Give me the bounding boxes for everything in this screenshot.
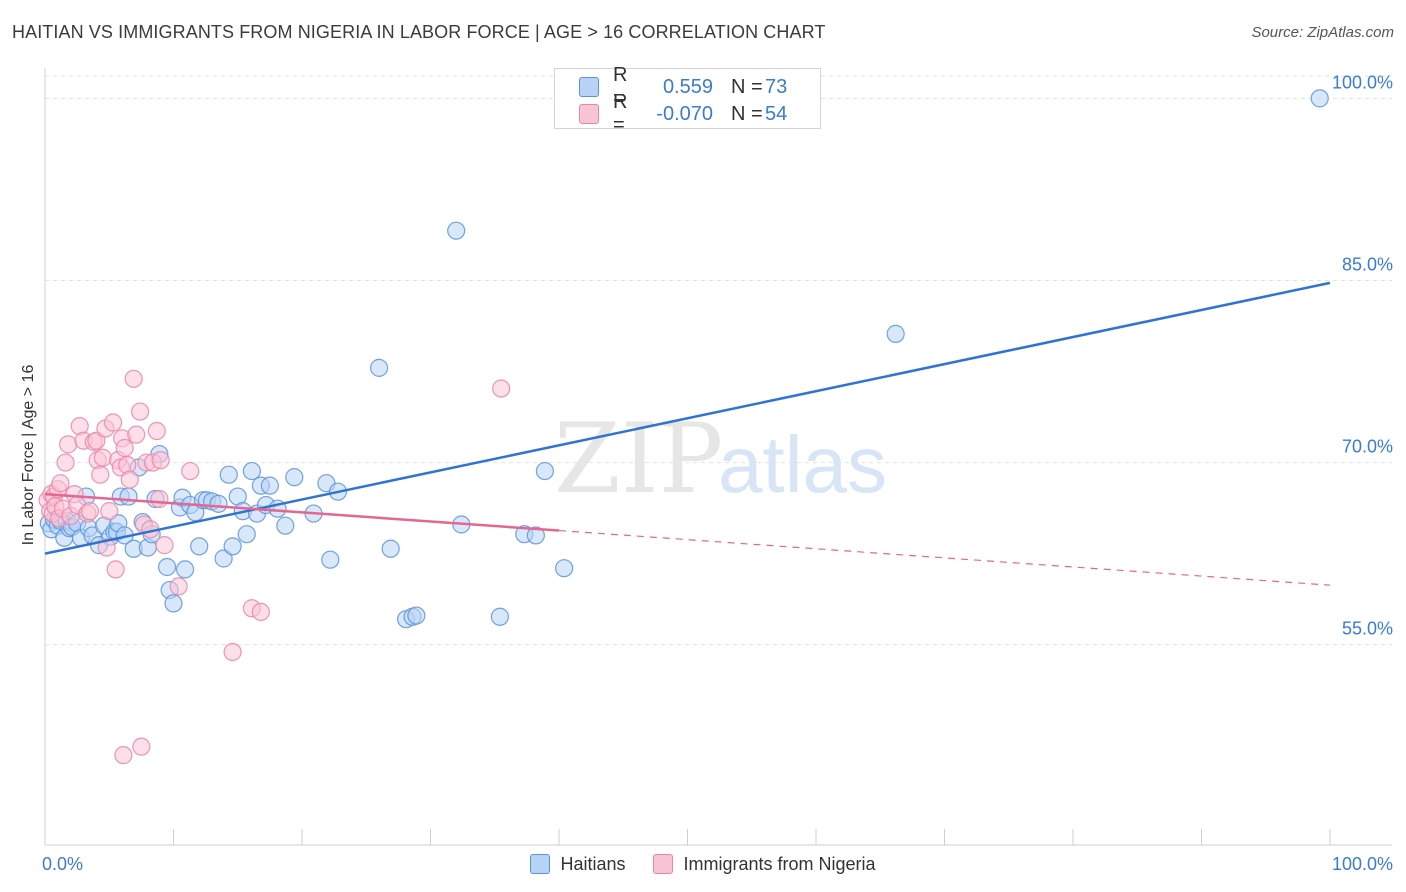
nigeria-point [150, 489, 169, 509]
haitian-point [1310, 89, 1329, 108]
haitian-point [190, 537, 209, 556]
haitian-point [164, 594, 183, 613]
correlation-legend: R = 0.559 N = 73 R = -0.070 N = 54 [554, 64, 821, 136]
haitian-point [447, 221, 466, 240]
nigeria-point [100, 502, 119, 521]
nigeria-point [106, 560, 125, 579]
legend-item-nigeria[interactable]: Immigrants from Nigeria [653, 853, 876, 875]
nigeria-point [124, 369, 143, 388]
nigeria-point [151, 451, 170, 470]
source-credit: Source: ZipAtlas.com [1251, 24, 1394, 41]
nigeria-point [97, 538, 116, 557]
grid-layer [45, 75, 1392, 646]
nigeria-point [51, 474, 70, 493]
y-tick-label: 85.0% [1342, 254, 1393, 274]
haitian-point [526, 526, 545, 545]
nigeria-point [87, 431, 106, 450]
haitian-point [214, 549, 233, 568]
nigeria-point [181, 461, 200, 481]
nigeria-point [91, 465, 110, 484]
haitian-point [381, 539, 400, 558]
n-value: 54 [765, 102, 788, 125]
n-label: N = [731, 102, 763, 125]
x-tick-label: 0.0% [42, 854, 83, 874]
y-tick-label: 55.0% [1342, 619, 1393, 639]
nigeria-point [93, 448, 112, 467]
haitian-point [237, 525, 256, 544]
x-tick-label: 100.0% [1332, 854, 1393, 874]
nigeria-point [56, 453, 75, 472]
series-legend: Haitians Immigrants from Nigeria [0, 852, 1406, 876]
watermark-atlas: atlas [718, 420, 887, 509]
haitians-swatch [530, 854, 551, 874]
haitian-point [407, 606, 426, 625]
haitian-point [223, 537, 242, 556]
points-layer [38, 89, 1329, 765]
watermark-zip: ZIP [554, 403, 723, 515]
haitians-swatch [579, 77, 599, 97]
nigeria-point [155, 536, 174, 555]
legend-row-haitians: R = 0.559 N = 73 [579, 64, 788, 109]
haitian-point [175, 560, 195, 579]
haitian-point [886, 324, 905, 343]
haitian-point [209, 494, 228, 513]
haitian-point [157, 557, 177, 577]
haitian-point [260, 476, 279, 495]
trend-layer [44, 281, 1331, 586]
watermark: ZIP atlas [554, 403, 887, 515]
n-value: 73 [765, 75, 788, 98]
nigeria-point [132, 737, 151, 756]
axis-layer [44, 68, 1392, 846]
nigeria-point [80, 502, 100, 521]
nigeria-point [120, 470, 139, 489]
nigeria-point [223, 642, 242, 662]
y-tick-label: 70.0% [1342, 437, 1393, 457]
nigeria-point [251, 602, 270, 622]
haitian-point [285, 468, 304, 487]
r-value: 0.559 [662, 75, 713, 98]
haitian-point [555, 559, 574, 578]
y-tick-label: 100.0% [1332, 72, 1393, 92]
n-label: N = [731, 75, 763, 98]
nigeria-point [59, 435, 78, 454]
r-label: R = [613, 64, 628, 109]
haitian-point [219, 465, 238, 484]
haitian-point [535, 461, 554, 481]
legend-label-nigeria: Immigrants from Nigeria [683, 853, 876, 874]
haitian-point [276, 516, 295, 535]
nigeria-point [115, 438, 134, 458]
haitian-point [242, 461, 261, 481]
r-value: -0.070 [656, 102, 713, 125]
nigeria-point [127, 425, 146, 444]
nigeria-point [169, 577, 188, 596]
nigeria-swatch [653, 854, 674, 874]
nigeria-swatch [579, 104, 599, 124]
y-axis-title: In Labor Force | Age > 16 [20, 364, 37, 546]
nigeria-point [130, 402, 150, 421]
nigeria-point [104, 413, 123, 432]
haitian-point [321, 550, 340, 569]
nigeria-point [147, 421, 166, 441]
nigeria-trend-line-extension [558, 529, 1331, 586]
haitian-point [119, 487, 138, 506]
r-label: R = [613, 91, 628, 136]
chart-title: HAITIAN VS IMMIGRANTS FROM NIGERIA IN LA… [12, 22, 826, 42]
nigeria-trend-line [44, 492, 560, 532]
legend-item-haitians[interactable]: Haitians [530, 854, 625, 875]
haitian-point [490, 607, 509, 626]
haitian-point [370, 358, 389, 377]
nigeria-point [492, 379, 511, 398]
legend-label-haitians: Haitians [560, 853, 626, 874]
legend-row-nigeria: R = -0.070 N = 54 [579, 91, 788, 136]
nigeria-point [114, 746, 133, 765]
tick-label-layer: 55.0% 70.0% 85.0% 100.0% 0.0% 100.0% [42, 72, 1393, 874]
